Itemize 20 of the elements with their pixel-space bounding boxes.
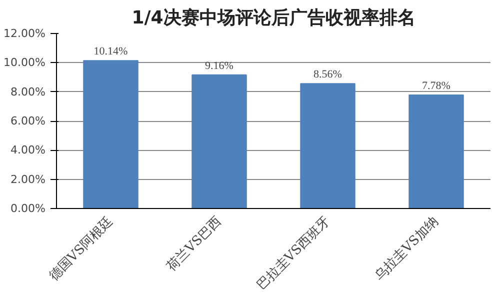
data-label: 8.56%: [314, 68, 342, 81]
y-tick-label: 0.00%: [10, 202, 46, 215]
data-label: 10.14%: [94, 46, 128, 58]
bar: [192, 74, 247, 208]
bar: [408, 94, 464, 208]
x-tick-label: 荷兰VS巴西: [164, 214, 225, 275]
y-tick-label: 6.00%: [10, 114, 46, 128]
y-tick-label: 8.00%: [10, 85, 46, 98]
x-tick-label: 巴拉圭VS西班牙: [254, 214, 334, 293]
x-tick-label: 乌拉圭VS加纳: [372, 214, 442, 284]
data-label: 9.16%: [205, 60, 234, 72]
x-tick-label: 德国VS阿根廷: [46, 214, 116, 284]
data-label: 7.78%: [422, 80, 450, 92]
bar: [300, 83, 356, 208]
y-tick-label: 12.00%: [4, 27, 46, 40]
chart-title: 1/4决赛中场评论后广告收视率排名: [132, 8, 416, 28]
y-tick-label: 4.00%: [10, 144, 46, 157]
y-tick-label: 10.00%: [4, 56, 46, 70]
y-tick-label: 2.00%: [10, 172, 46, 186]
bar: [83, 60, 138, 208]
